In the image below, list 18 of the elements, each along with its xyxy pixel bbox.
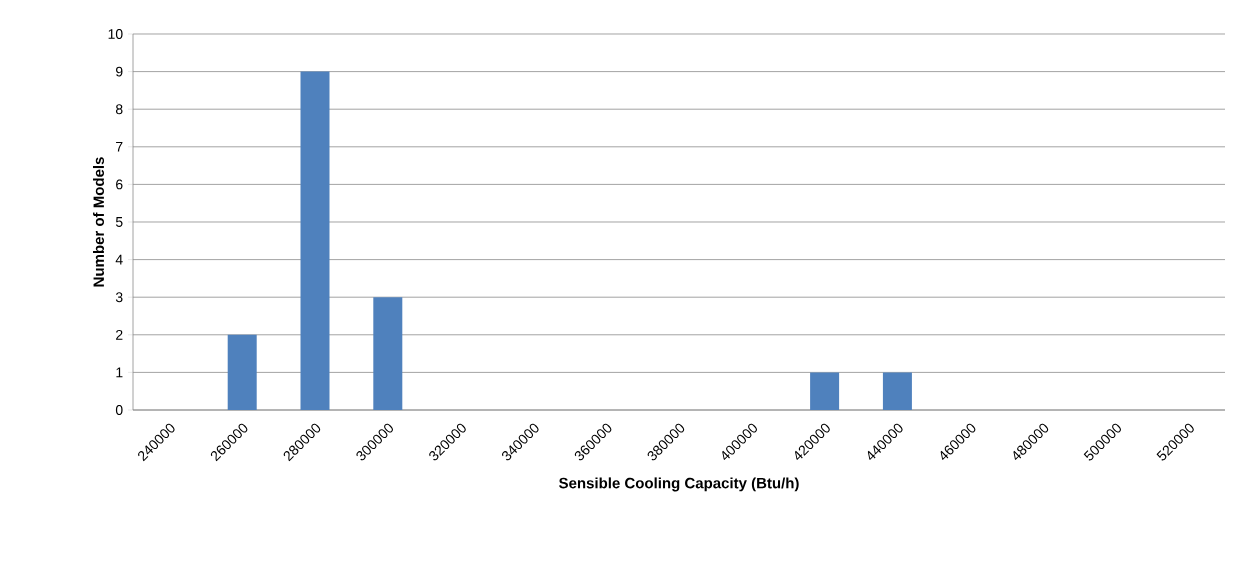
bar: [300, 71, 330, 410]
y-tick-label: 5: [115, 217, 123, 227]
y-tick-label: 2: [116, 329, 123, 340]
bar: [227, 334, 257, 410]
bar: [810, 372, 840, 410]
y-tick-label: 10: [108, 29, 123, 39]
y-tick-label: 7: [116, 141, 123, 152]
y-tick-label: 8: [115, 104, 123, 115]
y-tick-label: 0: [115, 405, 123, 415]
y-axis-title: Number of Models: [93, 157, 105, 287]
x-axis-title: Sensible Cooling Capacity (Btu/h): [559, 477, 799, 492]
bar: [373, 297, 403, 410]
y-tick-label: 9: [116, 66, 123, 77]
y-tick-label: 1: [116, 367, 123, 378]
bar: [882, 372, 912, 410]
y-tick-label: 4: [115, 254, 123, 265]
y-tick-label: 3: [115, 292, 123, 303]
y-tick-label: 6: [116, 179, 123, 190]
